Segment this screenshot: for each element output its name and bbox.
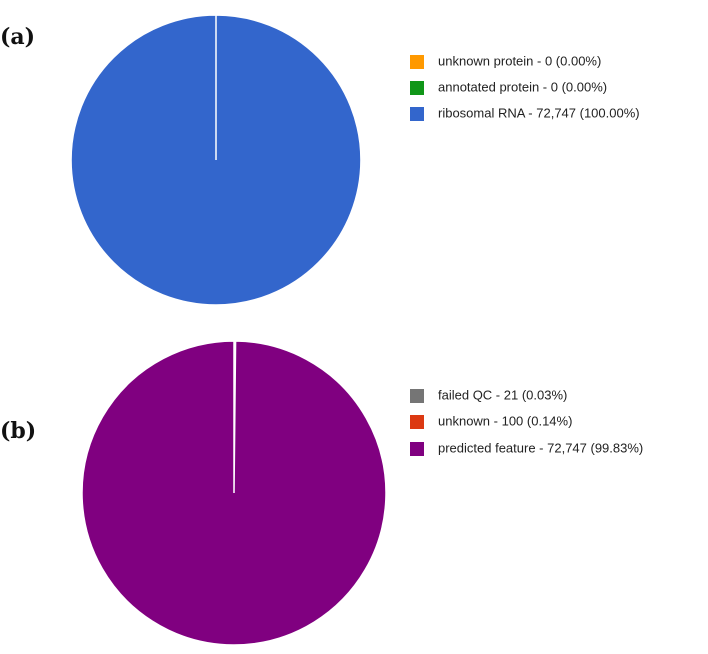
legend-label: failed QC - 21 (0.03%) xyxy=(438,387,567,402)
legend-swatch xyxy=(410,415,424,429)
legend-swatch xyxy=(410,389,424,403)
pie-slice xyxy=(81,340,387,646)
legend-label: unknown protein - 0 (0.00%) xyxy=(438,53,601,68)
legend-swatch xyxy=(410,442,424,456)
legend-swatch xyxy=(410,81,424,95)
legend-swatch xyxy=(410,107,424,121)
pie-slice xyxy=(70,14,362,306)
legend-label: annotated protein - 0 (0.00%) xyxy=(438,79,607,94)
legend-label: ribosomal RNA - 72,747 (100.00%) xyxy=(438,105,640,120)
panel-label: (b) xyxy=(0,418,36,444)
legend-label: predicted feature - 72,747 (99.83%) xyxy=(438,440,643,455)
panel-label: (a) xyxy=(0,24,35,50)
legend-swatch xyxy=(410,55,424,69)
legend-label: unknown - 100 (0.14%) xyxy=(438,413,572,428)
